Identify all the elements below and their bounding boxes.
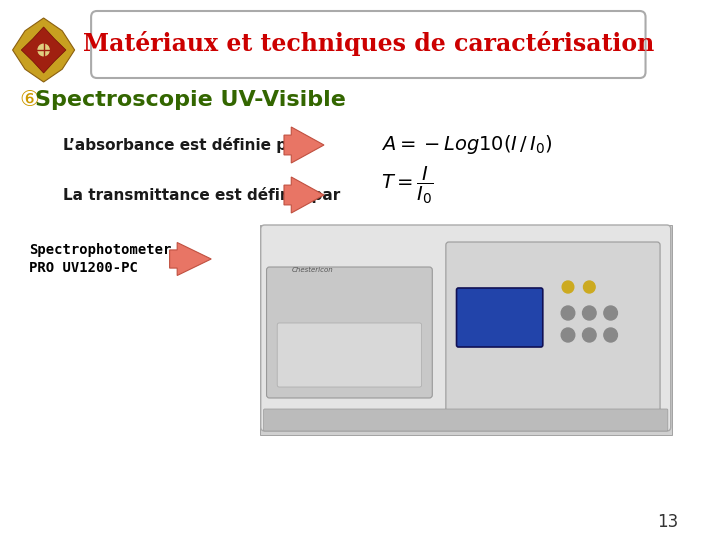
Circle shape <box>604 306 618 320</box>
Text: $T = \dfrac{I}{I_0}$: $T = \dfrac{I}{I_0}$ <box>381 164 433 206</box>
Circle shape <box>38 44 49 56</box>
Text: PRO UV1200-PC: PRO UV1200-PC <box>29 261 138 275</box>
Text: Matériaux et techniques de caractérisation: Matériaux et techniques de caractérisati… <box>83 30 654 56</box>
FancyBboxPatch shape <box>264 409 668 431</box>
FancyBboxPatch shape <box>261 225 671 431</box>
Circle shape <box>583 281 595 293</box>
FancyBboxPatch shape <box>456 288 543 347</box>
FancyBboxPatch shape <box>266 267 432 398</box>
FancyBboxPatch shape <box>91 11 646 78</box>
FancyBboxPatch shape <box>277 323 422 387</box>
Circle shape <box>561 306 575 320</box>
Polygon shape <box>13 18 75 82</box>
FancyBboxPatch shape <box>260 225 672 435</box>
Text: Spectrophotometer: Spectrophotometer <box>29 243 171 257</box>
Text: $A = -Log10(I\,/\,I_0)$: $A = -Log10(I\,/\,I_0)$ <box>381 133 552 157</box>
FancyArrow shape <box>170 242 211 275</box>
FancyBboxPatch shape <box>446 242 660 413</box>
Text: Spectroscopie UV-Visible: Spectroscopie UV-Visible <box>35 90 346 110</box>
Circle shape <box>582 306 596 320</box>
Circle shape <box>604 328 618 342</box>
Circle shape <box>562 281 574 293</box>
Text: Chestericon: Chestericon <box>292 267 334 273</box>
Circle shape <box>561 328 575 342</box>
Polygon shape <box>22 27 66 73</box>
Text: L’absorbance est définie par: L’absorbance est définie par <box>63 137 305 153</box>
FancyArrow shape <box>284 177 324 213</box>
FancyArrow shape <box>284 127 324 163</box>
Circle shape <box>582 328 596 342</box>
Text: La transmittance est définie par: La transmittance est définie par <box>63 187 341 203</box>
Text: ⑥: ⑥ <box>19 90 40 110</box>
Text: 13: 13 <box>657 513 678 531</box>
